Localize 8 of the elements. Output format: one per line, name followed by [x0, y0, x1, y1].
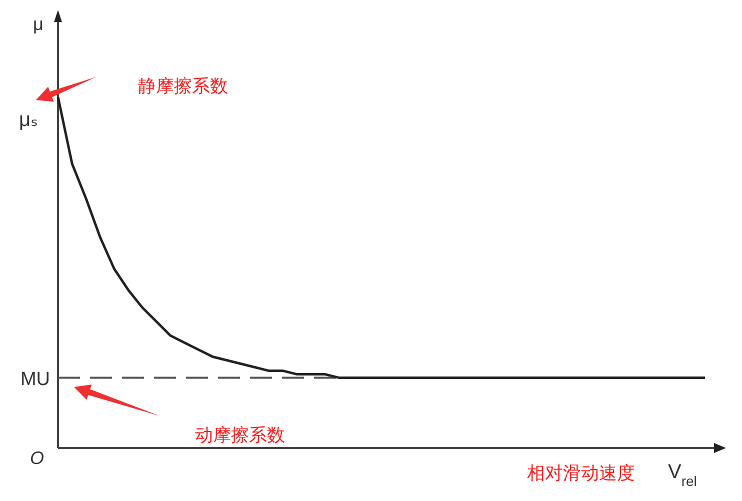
text: μₛ	[19, 109, 38, 131]
y-axis-title: μ	[33, 14, 44, 34]
annotation: 动摩擦系数	[195, 425, 285, 445]
text: 相对滑动速度	[527, 463, 635, 483]
text: 静摩擦系数	[138, 76, 228, 96]
ref-line-label: MU	[20, 368, 50, 390]
text: O	[30, 448, 44, 468]
x-axis-title: V$_{rel}$	[668, 461, 697, 489]
